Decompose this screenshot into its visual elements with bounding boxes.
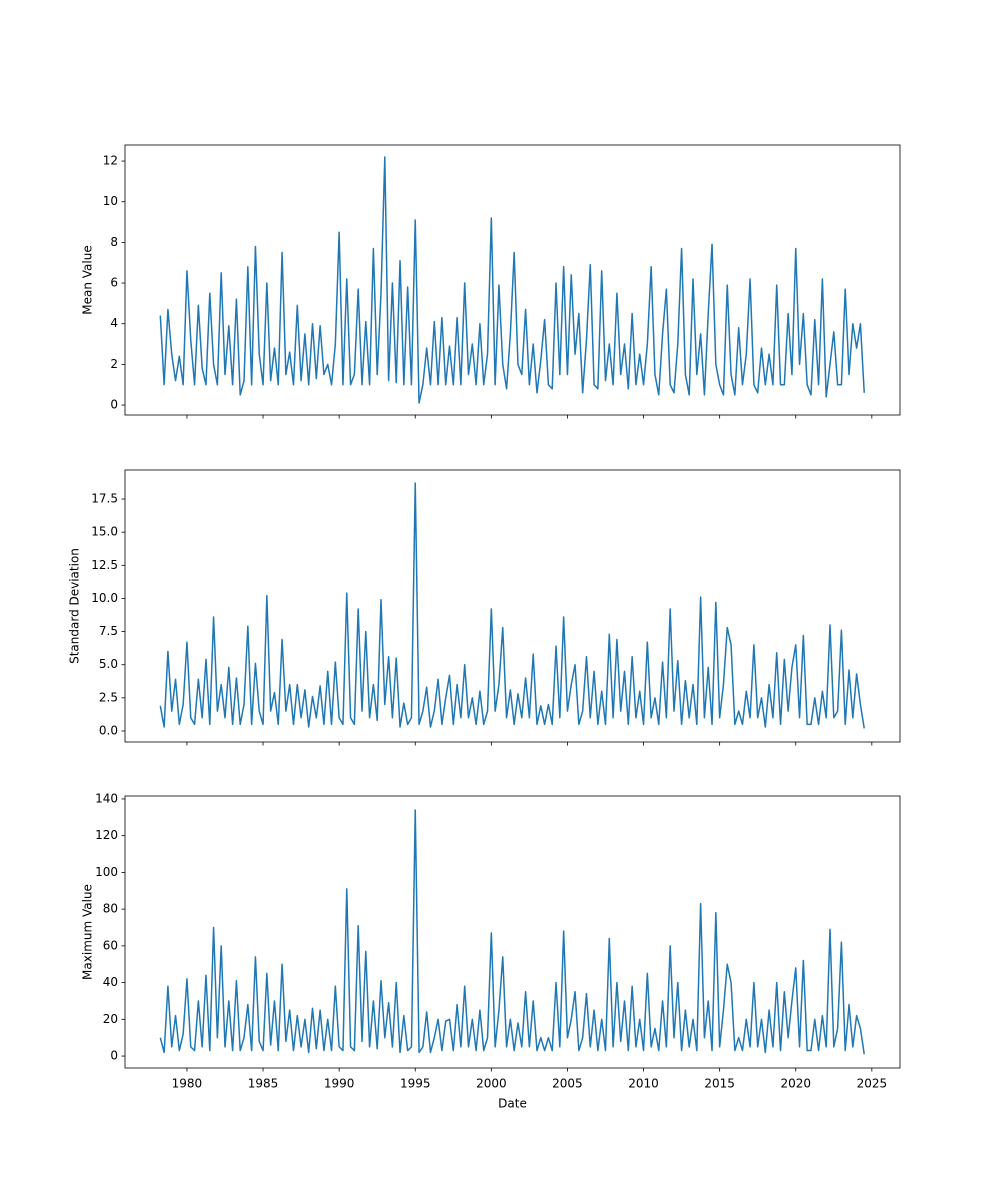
y-tick-label: 0 (110, 398, 118, 412)
y-tick-label: 15.0 (91, 525, 118, 539)
y-tick-label: 120 (95, 828, 118, 842)
x-tick-label: 2010 (628, 1077, 659, 1091)
x-tick-label: 2025 (857, 1077, 888, 1091)
x-tick-label: 2020 (780, 1077, 811, 1091)
axes-frame (124, 795, 901, 1069)
y-tick-label: 100 (95, 865, 118, 879)
y-tick-label: 10.0 (91, 591, 118, 605)
x-tick-label: 1985 (248, 1077, 279, 1091)
x-tick-label: 1990 (324, 1077, 355, 1091)
data-line (159, 156, 865, 404)
y-tick-label: 7.5 (99, 624, 118, 638)
y-tick-label: 2 (110, 357, 118, 371)
y-axis-label: Maximum Value (81, 884, 95, 980)
y-tick-label: 40 (103, 975, 118, 989)
data-line (159, 482, 865, 729)
y-tick-label: 60 (103, 938, 118, 952)
y-tick-label: 6 (110, 276, 118, 290)
x-axis-label: Date (498, 1097, 527, 1111)
axes-frame (124, 469, 901, 743)
x-tick-label: 2015 (704, 1077, 735, 1091)
y-tick-label: 2.5 (99, 690, 118, 704)
x-tick-label: 2000 (476, 1077, 507, 1091)
y-tick-label: 4 (110, 316, 118, 330)
y-tick-label: 5.0 (99, 657, 118, 671)
y-tick-label: 20 (103, 1012, 118, 1026)
x-tick-label: 2005 (552, 1077, 583, 1091)
y-axis-label: Mean Value (81, 245, 95, 314)
y-tick-label: 10 (103, 194, 118, 208)
y-tick-label: 12.5 (91, 558, 118, 572)
y-tick-label: 8 (110, 235, 118, 249)
y-axis-label: Standard Deviation (68, 548, 82, 664)
data-line (159, 809, 865, 1055)
y-tick-label: 140 (95, 791, 118, 805)
y-tick-label: 0.0 (99, 723, 118, 737)
y-tick-label: 12 (103, 154, 118, 168)
x-tick-label: 1980 (172, 1077, 203, 1091)
axes-frame (124, 144, 901, 416)
y-tick-label: 0 (110, 1049, 118, 1063)
y-tick-label: 17.5 (91, 492, 118, 506)
y-tick-label: 80 (103, 902, 118, 916)
x-tick-label: 1995 (400, 1077, 431, 1091)
